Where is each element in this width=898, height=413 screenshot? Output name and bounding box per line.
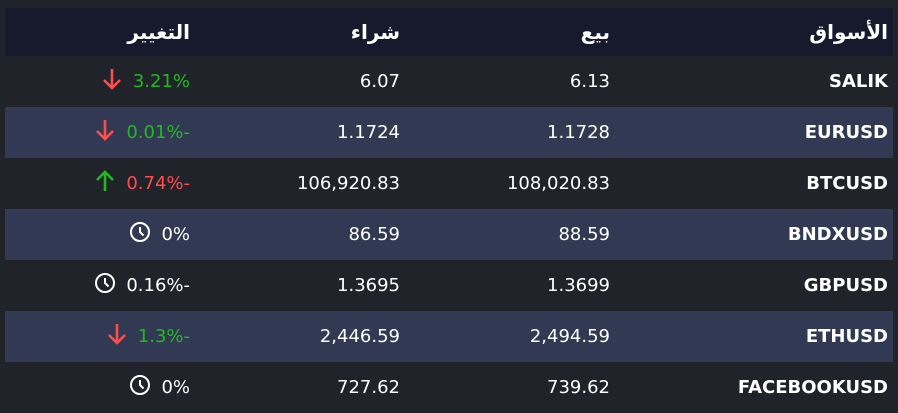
market-symbol[interactable]: EURUSD <box>804 122 888 143</box>
clock-icon <box>94 271 116 300</box>
arrow-down-icon <box>106 322 128 351</box>
sell-price: 1.1728 <box>547 122 610 143</box>
header-markets: الأسواق <box>809 20 888 44</box>
buy-price: 727.62 <box>337 377 400 398</box>
table-header: التغيير شراء بيع الأسواق <box>5 8 893 56</box>
market-symbol[interactable]: GBPUSD <box>803 275 888 296</box>
buy-price: 6.07 <box>359 71 400 92</box>
change-cell: 0.74%- <box>5 169 190 198</box>
sell-price: 108,020.83 <box>506 173 610 194</box>
arrow-up-icon <box>94 169 116 198</box>
table-row[interactable]: 1.3%- 2,446.59 2,494.59 ETHUSD <box>5 311 893 362</box>
table-row[interactable]: 0.16%- 1.3695 1.3699 GBPUSD <box>5 260 893 311</box>
change-cell: 3.21% <box>5 67 190 96</box>
sell-price: 88.59 <box>558 224 610 245</box>
buy-price: 106,920.83 <box>296 173 400 194</box>
change-cell: 1.3%- <box>5 322 190 351</box>
change-cell: 0% <box>5 220 190 249</box>
change-cell: 0.16%- <box>5 271 190 300</box>
markets-table: التغيير شراء بيع الأسواق 3.21% 6.07 6.13… <box>5 8 893 413</box>
market-symbol[interactable]: SALIK <box>828 71 888 92</box>
arrow-down-icon <box>101 67 123 96</box>
change-value: 0.01%- <box>126 122 190 143</box>
market-symbol[interactable]: BTCUSD <box>806 173 888 194</box>
market-symbol[interactable]: FACEBOOKUSD <box>737 377 888 398</box>
table-row[interactable]: 0% 727.62 739.62 FACEBOOKUSD <box>5 362 893 413</box>
change-value: 0.16%- <box>126 275 190 296</box>
clock-icon <box>129 373 151 402</box>
change-value: 0% <box>161 224 190 245</box>
arrow-down-icon <box>94 118 116 147</box>
sell-price: 2,494.59 <box>529 326 610 347</box>
change-value: 3.21% <box>132 71 190 92</box>
sell-price: 6.13 <box>569 71 610 92</box>
market-symbol[interactable]: ETHUSD <box>805 326 888 347</box>
buy-price: 1.3695 <box>337 275 400 296</box>
change-value: 1.3%- <box>137 326 190 347</box>
table-row[interactable]: 0.01%- 1.1724 1.1728 EURUSD <box>5 107 893 158</box>
table-row[interactable]: 0.74%- 106,920.83 108,020.83 BTCUSD <box>5 158 893 209</box>
change-cell: 0% <box>5 373 190 402</box>
buy-price: 1.1724 <box>337 122 400 143</box>
sell-price: 1.3699 <box>547 275 610 296</box>
clock-icon <box>129 220 151 249</box>
header-sell: بيع <box>580 20 610 44</box>
change-value: 0% <box>161 377 190 398</box>
buy-price: 86.59 <box>348 224 400 245</box>
change-value: 0.74%- <box>126 173 190 194</box>
market-symbol[interactable]: BNDXUSD <box>787 224 888 245</box>
table-row[interactable]: 0% 86.59 88.59 BNDXUSD <box>5 209 893 260</box>
change-cell: 0.01%- <box>5 118 190 147</box>
header-change: التغيير <box>127 20 190 44</box>
table-row[interactable]: 3.21% 6.07 6.13 SALIK <box>5 56 893 107</box>
sell-price: 739.62 <box>547 377 610 398</box>
buy-price: 2,446.59 <box>319 326 400 347</box>
header-buy: شراء <box>350 20 400 44</box>
